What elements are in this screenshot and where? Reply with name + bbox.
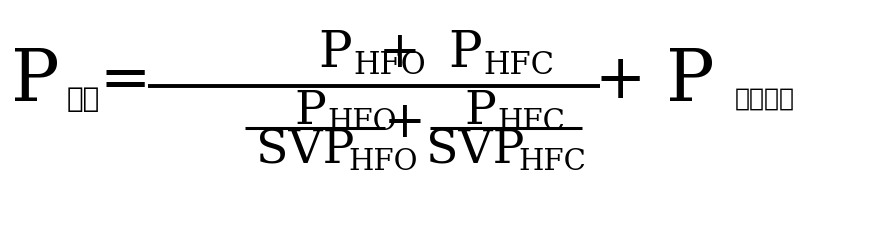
Text: +: + (379, 28, 421, 78)
Text: HFO: HFO (327, 108, 397, 136)
Text: +: + (595, 51, 645, 111)
Text: HFO: HFO (353, 49, 426, 80)
Text: =: = (99, 51, 151, 111)
Text: +: + (385, 98, 426, 148)
Text: HFC: HFC (483, 49, 554, 80)
Text: P: P (294, 88, 326, 134)
Text: SVP: SVP (426, 128, 524, 174)
Text: P: P (464, 88, 496, 134)
Text: 总计: 总计 (67, 85, 100, 113)
Text: P: P (10, 46, 59, 116)
Text: P: P (318, 28, 351, 78)
Text: HFC: HFC (518, 148, 586, 176)
Text: 稀释气体: 稀释气体 (735, 87, 795, 111)
Text: P: P (448, 28, 482, 78)
Text: HFC: HFC (497, 108, 565, 136)
Text: HFO: HFO (348, 148, 418, 176)
Text: SVP: SVP (255, 128, 354, 174)
Text: P: P (665, 46, 714, 116)
